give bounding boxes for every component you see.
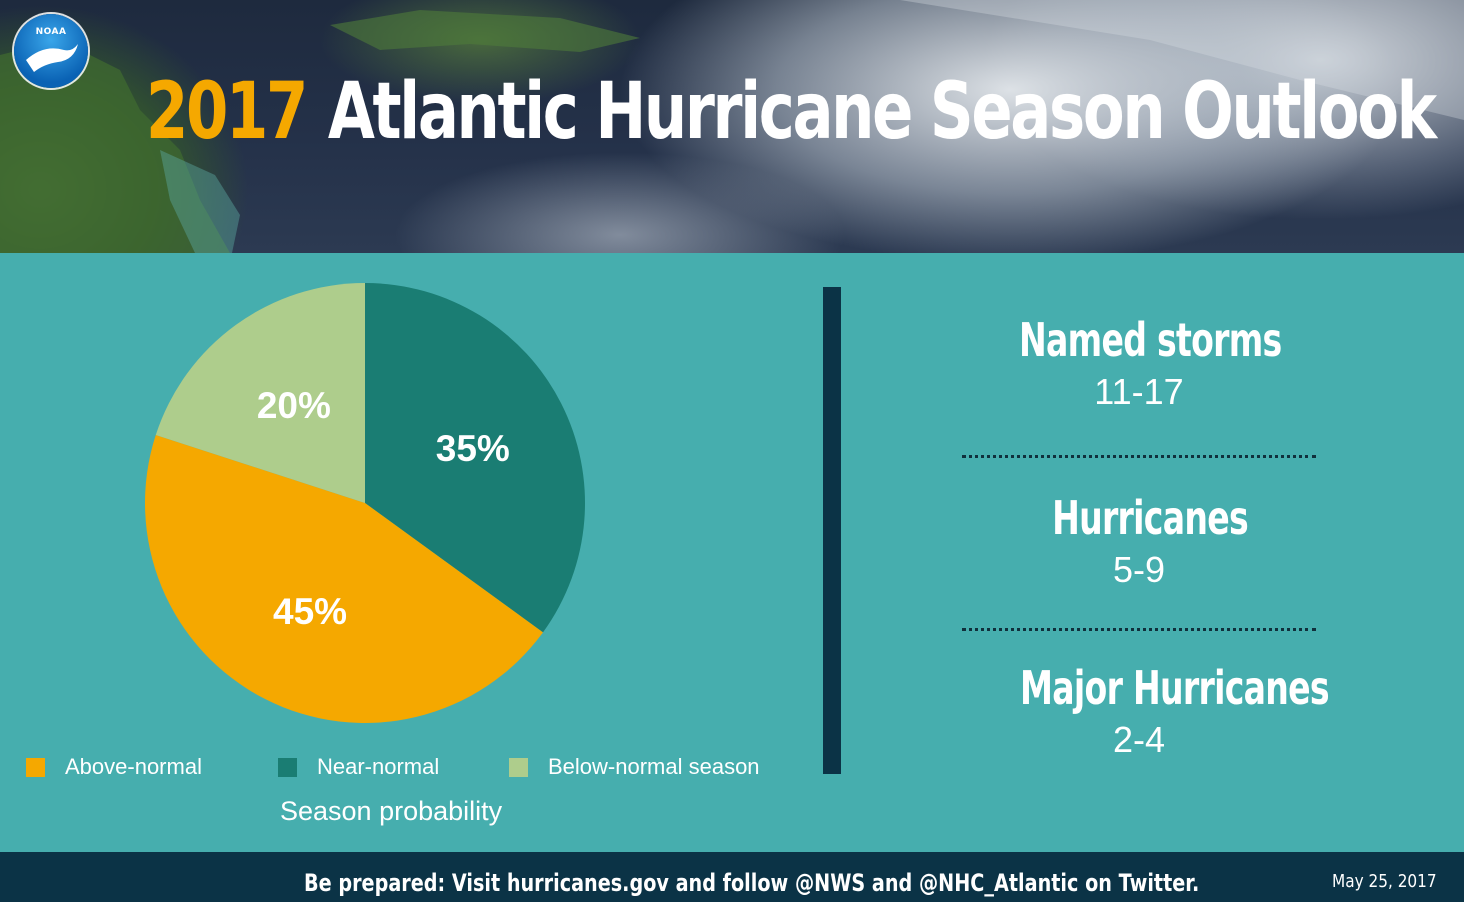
header-banner: NOAA 2017 Atlantic Hurricane Season Outlo… [0, 0, 1464, 253]
footer-date: May 25, 2017 [1332, 871, 1437, 892]
stat-value-named-storms: 11-17 [1094, 371, 1184, 412]
stat-title-major-hurricanes: Major Hurricanes [1020, 661, 1330, 715]
footer: Be prepared: Visit hurricanes.gov and fo… [0, 852, 1464, 902]
stat-named-storms: Named storms 11-17 [960, 312, 1340, 412]
stat-title-named-storms: Named storms [1018, 313, 1282, 367]
chart-caption: Season probability [280, 796, 503, 826]
pie-label-above-normal: 45% [273, 591, 347, 632]
title-year: 2017 [146, 67, 308, 157]
legend-swatch-near-normal [278, 757, 297, 777]
stat-hurricanes: Hurricanes 5-9 [960, 490, 1340, 590]
legend-swatch-above-normal [26, 757, 45, 777]
noaa-logo: NOAA [14, 14, 88, 88]
pie-slice-below-normal-season [155, 283, 365, 503]
pie-chart: 35% 45% 20% [140, 278, 590, 728]
bird-icon [26, 44, 78, 72]
legend-label-near-normal: Near-normal [317, 754, 440, 779]
legend-item-near-normal: Near-normal [278, 752, 439, 782]
dotted-separator [962, 628, 1316, 631]
title-text: Atlantic Hurricane Season Outlook [327, 67, 1437, 157]
legend-label-below-normal: Below-normal season [548, 754, 760, 779]
stat-major-hurricanes: Major Hurricanes 2-4 [960, 660, 1340, 760]
legend-item-below-normal: Below-normal season [509, 752, 760, 782]
stat-value-major-hurricanes: 2-4 [1112, 719, 1166, 760]
legend-swatch-below-normal [509, 757, 528, 777]
vertical-divider [823, 287, 841, 774]
pie-chart-svg: 35% 45% 20% [145, 283, 585, 723]
pie-label-below-normal-season: 20% [257, 385, 331, 426]
footer-text: Be prepared: Visit hurricanes.gov and fo… [304, 869, 1200, 897]
legend-item-above-normal: Above-normal [26, 752, 202, 782]
pie-label-near-normal: 35% [436, 428, 510, 469]
dotted-separator [962, 455, 1316, 458]
pie-slice-above-normal [145, 435, 543, 723]
pie-slice-near-normal [365, 283, 585, 633]
page-title: 2017 Atlantic Hurricane Season Outlook [146, 62, 1437, 162]
stat-value-hurricanes: 5-9 [1112, 549, 1166, 590]
legend-label-above-normal: Above-normal [65, 754, 202, 779]
stat-title-hurricanes: Hurricanes [1052, 491, 1249, 545]
satellite-background [0, 0, 1464, 253]
noaa-logo-text: NOAA [35, 27, 67, 37]
